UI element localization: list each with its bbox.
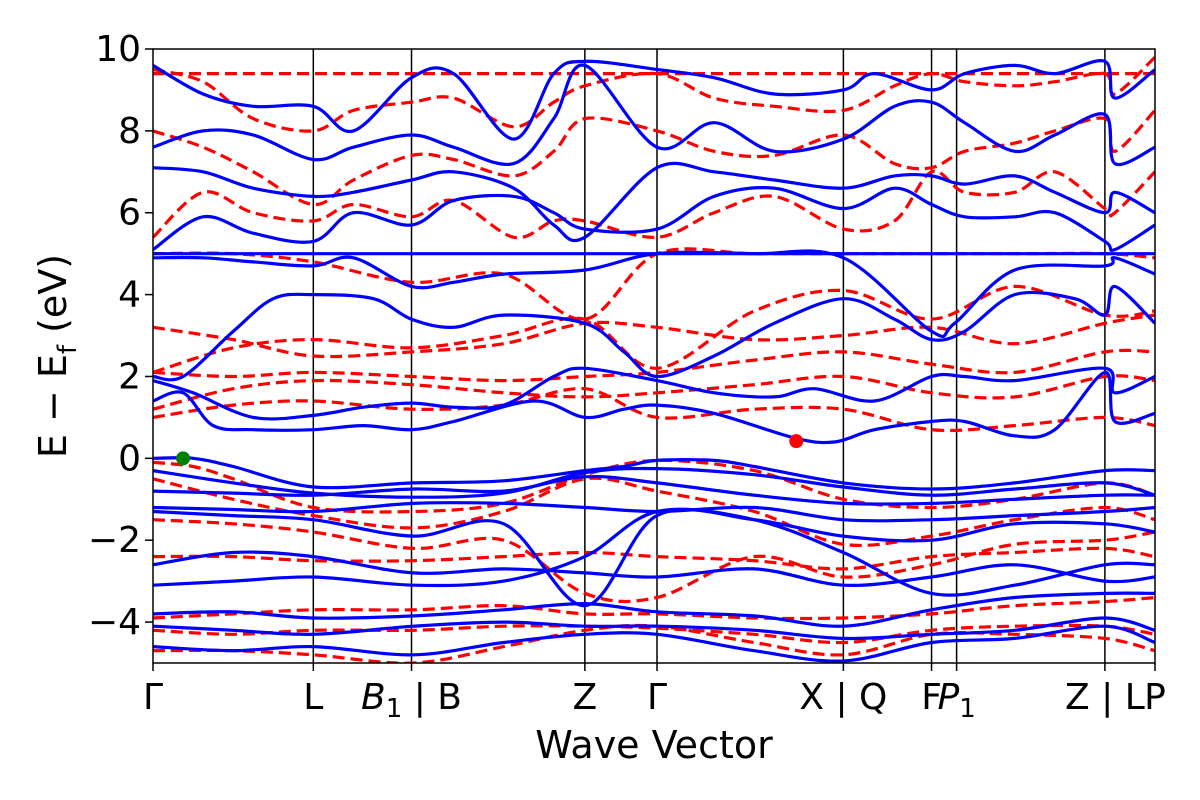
y-tick-label: 4 (118, 275, 141, 316)
dashed-band-line (153, 374, 1155, 411)
y-axis-title-unit: (eV) (31, 254, 75, 345)
x-tick-label: Γ (647, 677, 667, 718)
solid-band-line (153, 456, 1155, 491)
band-edge-marker (176, 451, 191, 466)
solid-band-line (153, 616, 1155, 641)
x-tick-label: F (921, 677, 942, 718)
solid-band-line (153, 500, 1155, 523)
y-axis-title-sub: f (53, 344, 83, 354)
x-tick-label: P1 (937, 677, 975, 724)
x-tick-label: Z | L (1065, 677, 1145, 718)
y-axis-title-main: E − E (31, 354, 75, 458)
y-tick-label: 2 (118, 356, 141, 397)
solid-band-line (153, 591, 1155, 628)
y-tick-label: 0 (118, 438, 141, 479)
y-tick-label: 6 (118, 193, 141, 234)
x-tick-label: L (303, 677, 323, 718)
dashed-band-line (153, 595, 1155, 621)
solid-band-line (153, 63, 1155, 167)
solid-band-line (153, 161, 1155, 243)
dashed-band-line (153, 313, 1155, 359)
x-tick-label: Z (573, 677, 598, 718)
solid-band-line (153, 284, 1155, 382)
y-axis-title: E − Ef (eV) (31, 254, 83, 458)
solid-band-line (153, 366, 1155, 421)
dashed-band-line (153, 284, 1155, 374)
x-axis-title: Wave Vector (535, 723, 773, 767)
bands-layer (153, 56, 1155, 663)
y-tick-label: 8 (118, 111, 141, 152)
dashed-band-line (153, 56, 1155, 133)
dashed-band-line (153, 546, 1155, 571)
solid-band-line (153, 550, 1155, 588)
dashed-band-line (153, 348, 1155, 383)
y-tick-label: −2 (88, 520, 141, 561)
plot-frame (152, 48, 1156, 664)
solid-band-line (153, 508, 1155, 608)
x-tick-label: Γ (143, 677, 163, 718)
markers-layer (176, 434, 804, 466)
solid-band-line (153, 59, 1155, 141)
dashed-band-line (153, 386, 1155, 433)
dashed-band-line (153, 518, 1155, 604)
x-tick-label: P (1144, 677, 1166, 718)
solid-band-line (153, 186, 1155, 252)
x-tick-label: X | Q (799, 677, 887, 718)
dashed-band-line (153, 623, 1155, 645)
dashed-band-line (153, 476, 1155, 548)
y-tick-label: −4 (88, 602, 141, 643)
band-edge-marker (789, 434, 804, 449)
solid-band-line (153, 624, 1155, 663)
solid-band-line (153, 474, 1155, 506)
solid-band-line (153, 466, 1155, 499)
y-axis: −4 −2 0 2 4 6 8 10 (88, 29, 153, 643)
dashed-band-line (153, 169, 1155, 240)
high-symmetry-lines (312, 49, 1106, 663)
x-tick-label: B1 | B (361, 677, 462, 724)
y-tick-label: 10 (95, 29, 141, 70)
solid-band-line (153, 370, 1155, 445)
